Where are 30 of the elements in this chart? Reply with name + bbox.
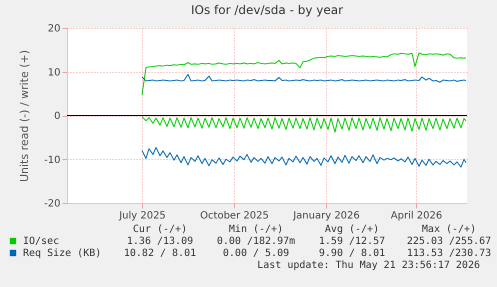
text: Min (-/+)	[228, 224, 284, 235]
legend-label: IO/sec	[23, 236, 60, 247]
y-axis-title: Units read (-) / write (+)	[18, 50, 32, 182]
text: Cur (-/+)	[132, 224, 188, 235]
text: 1.36 /13.09	[126, 236, 194, 247]
text: Max (-/+)	[422, 224, 476, 235]
line-series	[142, 74, 466, 83]
chart-title: IOs for /dev/sda - by year	[190, 3, 344, 17]
y-tick-label: 20	[48, 24, 60, 34]
x-tick-label: January 2026	[292, 210, 360, 222]
text: 9.90 / 8.01	[318, 248, 386, 259]
x-tick-label: July 2025	[118, 210, 166, 222]
text: 1.59 /12.57	[318, 236, 386, 247]
line-series	[142, 116, 466, 133]
text: Avg (-/+)	[324, 224, 380, 235]
y-tick-label: -10	[44, 154, 60, 166]
text: 10.82 / 8.01	[124, 248, 196, 259]
x-tick-label: October 2025	[200, 210, 269, 222]
line-series	[142, 52, 466, 96]
text: 0.00 /182.97m	[216, 236, 296, 247]
text: Last update: Thu May 21 23:56:17 2026	[257, 260, 480, 271]
y-tick-label: 10	[48, 67, 60, 78]
text: 0.00 / 5.09	[222, 248, 290, 259]
line-series	[142, 146, 466, 168]
legend-label: Req Size (KB)	[23, 248, 102, 259]
x-tick-label: April 2026	[390, 210, 442, 222]
text: 113.53 /230.73	[406, 248, 492, 259]
y-tick-label: -20	[44, 198, 60, 210]
text: 225.03 /255.67	[406, 236, 492, 247]
y-tick-label: 0	[54, 111, 60, 122]
